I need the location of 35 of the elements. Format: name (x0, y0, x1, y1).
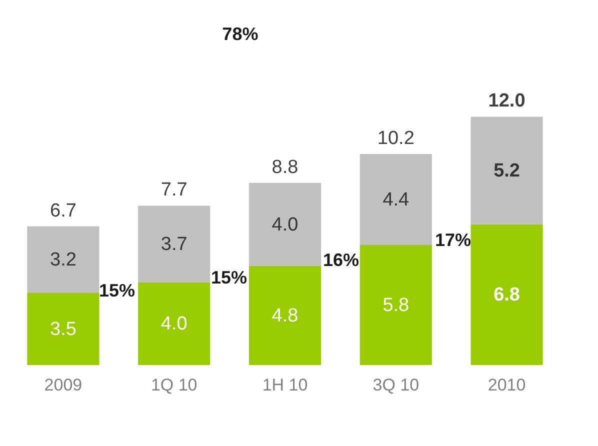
annotation: 16% (322, 250, 360, 270)
data-label: 6.8 (494, 284, 520, 306)
data-label: 4.8 (272, 305, 298, 326)
bar (27, 292, 100, 365)
bar (360, 245, 432, 365)
x-tick-label: 3Q 10 (372, 376, 420, 394)
bar (470, 224, 543, 365)
annotation: 15% (210, 268, 248, 288)
bar (248, 266, 322, 365)
data-label: 3.5 (50, 318, 76, 340)
total-label: 6.7 (50, 200, 76, 222)
total-label: 8.8 (272, 156, 298, 178)
x-tick-label: 1Q 10 (150, 376, 198, 394)
bar (470, 116, 543, 224)
bar (360, 154, 432, 245)
bar (138, 282, 210, 365)
bar (138, 206, 210, 282)
x-tick-label: 1H 10 (262, 376, 308, 394)
x-tick-label: 2009 (44, 376, 82, 394)
data-label: 3.2 (50, 249, 76, 270)
data-label: 4.4 (382, 189, 410, 210)
bar (248, 182, 322, 266)
annotation: 15% (98, 280, 136, 300)
data-label: 4.0 (160, 314, 188, 335)
bar (27, 226, 100, 293)
data-label: 3.7 (160, 234, 188, 255)
data-label: 5.2 (494, 160, 520, 182)
data-label: 4.0 (272, 214, 298, 236)
total-label: 10.2 (377, 128, 414, 149)
text: 78% (222, 24, 258, 44)
x-tick-label: 2010 (488, 376, 526, 394)
annotation: 17% (434, 230, 472, 250)
data-label: 5.8 (382, 295, 410, 316)
total-label: 12.0 (488, 90, 526, 112)
total-label: 7.7 (160, 180, 188, 201)
